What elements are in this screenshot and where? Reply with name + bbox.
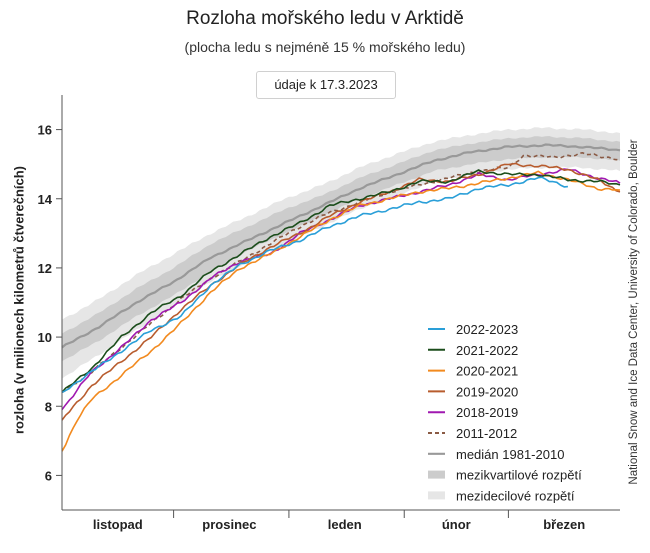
legend-label: medián 1981-2010 [456,447,564,462]
legend-swatch [428,491,445,500]
y-tick-label: 12 [38,261,52,276]
legend-label: 2020-2021 [456,364,518,379]
x-tick-label: únor [442,517,471,532]
legend-label: mezidecilové rozpětí [456,488,575,503]
y-tick-label: 6 [45,468,52,483]
x-tick-label: listopad [93,517,143,532]
y-tick-label: 16 [38,123,52,138]
x-tick-label: leden [328,517,362,532]
y-tick-label: 10 [38,330,52,345]
series-line-2021-2022 [61,169,621,393]
series-line-2020-2021 [61,170,621,452]
y-tick-label: 14 [38,192,53,207]
legend-label: 2022-2023 [456,322,518,337]
series-line-2022-2023 [61,176,568,394]
legend-label: mezikvartilové rozpětí [456,468,582,483]
chart-title: Rozloha mořského ledu v Arktidě [186,8,464,29]
legend-label: 2021-2022 [456,343,518,358]
y-tick-label: 8 [45,399,52,414]
x-tick-label: prosinec [202,517,256,532]
legend-swatch [428,470,445,479]
data-date-badge: údaje k 17.3.2023 [256,71,396,99]
median-line [61,143,621,349]
series-line-2019-2020 [61,162,621,421]
legend-label: 2011-2012 [456,426,517,441]
x-tick-label: březen [543,517,585,532]
chart-subtitle: (plocha ledu s nejméně 15 % mořského led… [184,39,466,55]
series-line-2018-2019 [61,168,621,411]
legend-label: 2018-2019 [456,405,518,420]
legend-label: 2019-2020 [456,384,518,399]
